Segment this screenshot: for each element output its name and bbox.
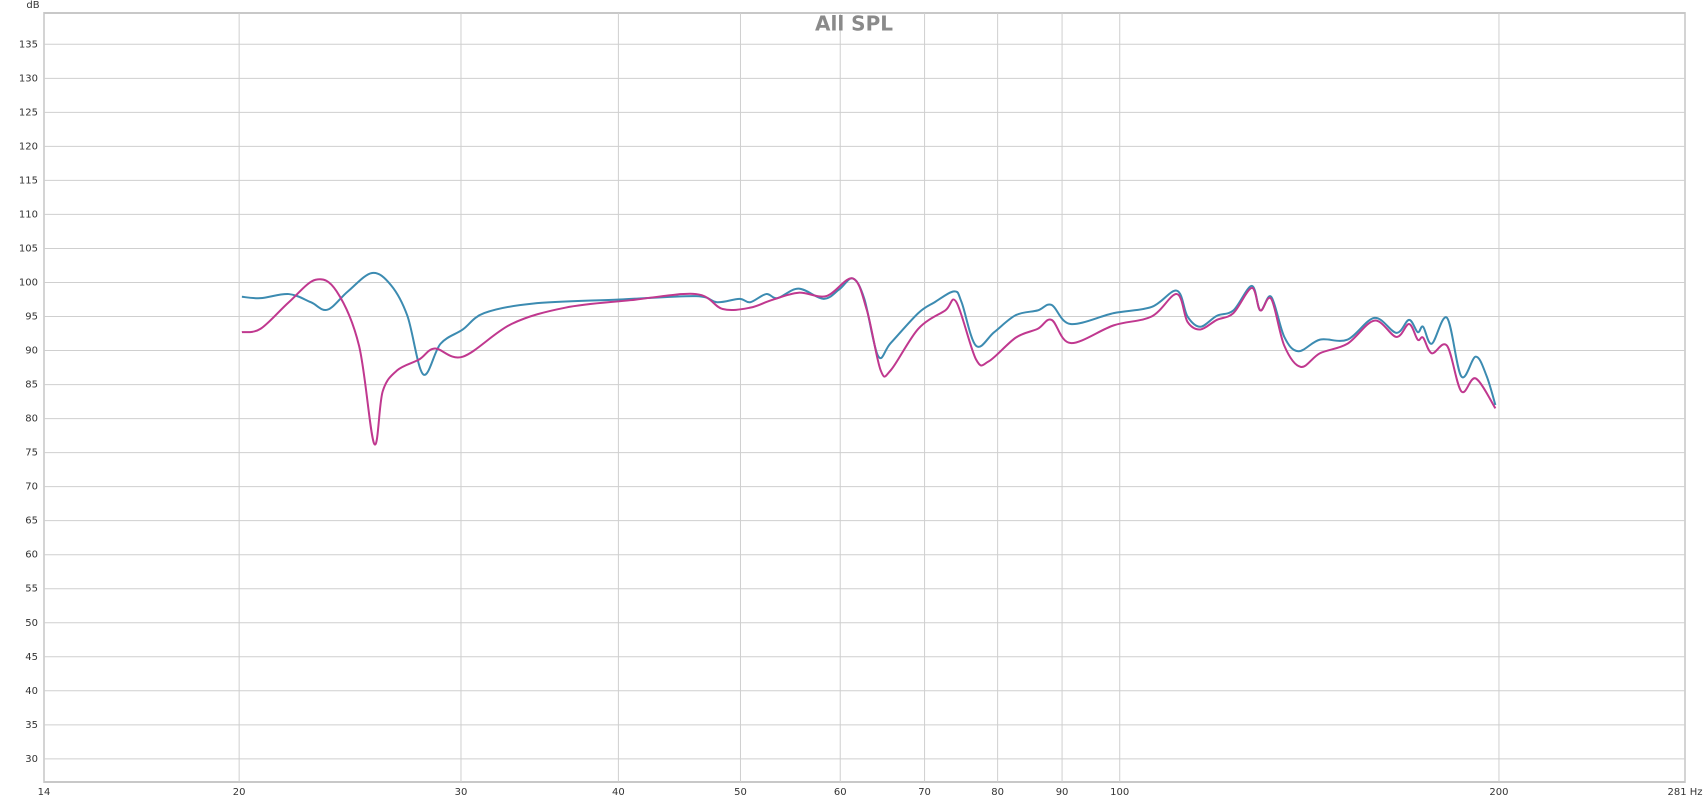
y-tick-label: 105 (19, 243, 38, 254)
y-tick-label: 80 (25, 414, 38, 425)
x-tick-label: 50 (734, 787, 747, 798)
y-tick-label: 40 (25, 686, 38, 697)
y-tick-label: 90 (25, 346, 38, 357)
x-tick-label: 281 Hz (1667, 787, 1702, 798)
y-tick-label: 35 (25, 720, 38, 731)
y-tick-label: 70 (25, 482, 38, 493)
y-tick-label: 100 (19, 277, 38, 288)
x-tick-label: 20 (233, 787, 246, 798)
x-tick-label: 200 (1489, 787, 1508, 798)
plot-frame (43, 12, 1686, 783)
x-tick-label: 30 (455, 787, 468, 798)
series-line (241, 277, 1497, 446)
x-tick-label: 14 (38, 787, 51, 798)
y-tick-label: 85 (25, 380, 38, 391)
y-tick-label: 135 (19, 39, 38, 50)
x-tick-label: 40 (612, 787, 625, 798)
x-tick-label: 60 (834, 787, 847, 798)
y-tick-label: 50 (25, 618, 38, 629)
y-tick-label: 130 (19, 73, 38, 84)
grid (43, 13, 1686, 782)
y-tick-label: 110 (19, 209, 38, 220)
x-tick-label: 100 (1110, 787, 1129, 798)
y-tick-label: 30 (25, 754, 38, 765)
y-tick-label: 120 (19, 141, 38, 152)
y-tick-label: 65 (25, 516, 38, 527)
y-tick-label: 125 (19, 107, 38, 118)
x-tick-label: 90 (1056, 787, 1069, 798)
y-tick-label: 95 (25, 312, 38, 323)
series-line (241, 271, 1497, 406)
y-tick-label: 55 (25, 584, 38, 595)
y-tick-label: 115 (19, 175, 38, 186)
y-axis-label: dB (26, 0, 39, 11)
y-tick-label: 45 (25, 652, 38, 663)
chart-title: All SPL (815, 12, 893, 36)
x-tick-label: 80 (991, 787, 1004, 798)
y-tick-label: 60 (25, 550, 38, 561)
y-tick-label: 75 (25, 448, 38, 459)
x-tick-label: 70 (918, 787, 931, 798)
